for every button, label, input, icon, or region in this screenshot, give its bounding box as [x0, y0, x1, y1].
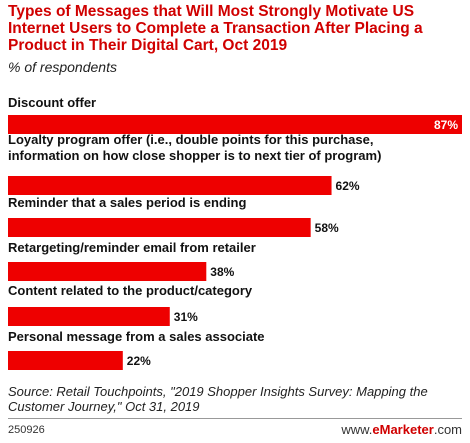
category-label: information on how close shopper is to n…	[8, 148, 381, 163]
bar	[8, 218, 311, 237]
bar	[8, 115, 462, 134]
value-label: 38%	[210, 265, 234, 279]
value-label: 31%	[174, 310, 198, 324]
source-note: Source: Retail Touchpoints, "2019 Shoppe…	[8, 384, 428, 414]
chart-id: 250926	[8, 424, 45, 436]
category-label: Discount offer	[8, 95, 96, 110]
value-label: 62%	[336, 179, 360, 193]
value-label: 58%	[315, 221, 339, 235]
footer-divider	[8, 418, 462, 419]
bar	[8, 262, 207, 281]
chart-subtitle: % of respondents	[8, 59, 117, 75]
category-label: Personal message from a sales associate	[8, 329, 265, 344]
bar	[8, 176, 332, 195]
bar-chart: Discount offer 87% Loyalty program offer (…	[8, 95, 462, 370]
category-label: Reminder that a sales period is ending	[8, 195, 246, 210]
bar	[8, 307, 170, 326]
category-label: Content related to the product/category	[8, 283, 253, 298]
chart-title: Types of Messages that Will Most Strongl…	[8, 3, 423, 54]
bar	[8, 351, 123, 370]
category-label: Retargeting/reminder email from retailer	[8, 240, 256, 255]
value-label: 22%	[127, 354, 151, 368]
category-label: Loyalty program offer (i.e., double poin…	[8, 132, 374, 147]
value-label: 87%	[434, 118, 458, 132]
emarketer-logo: www.eMarketer.com	[341, 422, 462, 437]
